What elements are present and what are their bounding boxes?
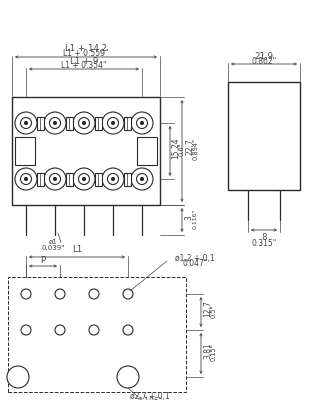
Text: 0.6": 0.6" [179,142,185,156]
Bar [15,137,35,165]
Bar [124,172,131,186]
Circle shape [131,168,153,190]
Text: 22,7: 22,7 [186,139,195,155]
Circle shape [24,122,27,124]
Circle shape [102,168,124,190]
Circle shape [50,118,61,128]
Circle shape [89,289,99,299]
Bar [37,116,44,130]
Bar [66,172,72,186]
Text: 0.106": 0.106" [137,396,162,400]
Text: 3: 3 [185,216,194,220]
Text: P: P [41,256,46,265]
Circle shape [20,174,31,184]
Circle shape [82,178,85,180]
Circle shape [20,118,31,128]
Circle shape [55,289,65,299]
Text: 0.5": 0.5" [211,304,217,318]
Circle shape [123,325,133,335]
Circle shape [15,168,37,190]
Circle shape [73,112,95,134]
Text: L1 + 0.559": L1 + 0.559" [63,49,109,58]
Circle shape [131,112,153,134]
Text: 3,81: 3,81 [203,342,212,359]
Text: 0.047": 0.047" [182,258,208,268]
Text: 15.24: 15.24 [172,137,181,159]
Circle shape [24,178,27,180]
Text: 0.039": 0.039" [41,245,65,251]
Bar [12,97,160,205]
Text: 0.116": 0.116" [193,209,198,229]
Circle shape [108,174,119,184]
Bar [228,82,300,190]
Text: ø2,7 + 0,1: ø2,7 + 0,1 [130,392,170,400]
Circle shape [50,174,61,184]
Circle shape [136,174,147,184]
Circle shape [136,118,147,128]
Circle shape [55,325,65,335]
Circle shape [54,178,57,180]
Text: 21,9: 21,9 [255,52,273,60]
Circle shape [54,122,57,124]
Bar [66,116,72,130]
Circle shape [112,122,115,124]
Circle shape [112,178,115,180]
Bar [37,172,44,186]
Circle shape [7,366,29,388]
Circle shape [140,178,143,180]
Circle shape [102,112,124,134]
Text: L1 + 9: L1 + 9 [70,56,98,66]
Text: 0.315": 0.315" [251,240,277,248]
Text: ø1,2 + 0,1: ø1,2 + 0,1 [175,254,215,262]
Circle shape [89,325,99,335]
Circle shape [21,325,31,335]
Text: L1 + 14,2: L1 + 14,2 [65,44,107,52]
Text: 0.15": 0.15" [211,344,217,361]
Text: L1: L1 [72,246,82,254]
Circle shape [117,366,139,388]
Bar [94,172,102,186]
Text: L1 + 0.354": L1 + 0.354" [61,62,107,70]
Circle shape [140,122,143,124]
Text: 0.862": 0.862" [252,56,277,66]
Bar [137,137,157,165]
Text: 0.894": 0.894" [193,138,199,160]
Circle shape [73,168,95,190]
Circle shape [78,118,89,128]
Text: 12,7: 12,7 [203,301,212,317]
Circle shape [44,168,66,190]
Bar [94,116,102,130]
Bar [8,277,186,392]
Circle shape [108,118,119,128]
Circle shape [44,112,66,134]
Bar [124,116,131,130]
Circle shape [82,122,85,124]
Text: ø1: ø1 [49,239,57,245]
Circle shape [78,174,89,184]
Circle shape [123,289,133,299]
Circle shape [21,289,31,299]
Text: 8: 8 [261,234,267,242]
Circle shape [15,112,37,134]
